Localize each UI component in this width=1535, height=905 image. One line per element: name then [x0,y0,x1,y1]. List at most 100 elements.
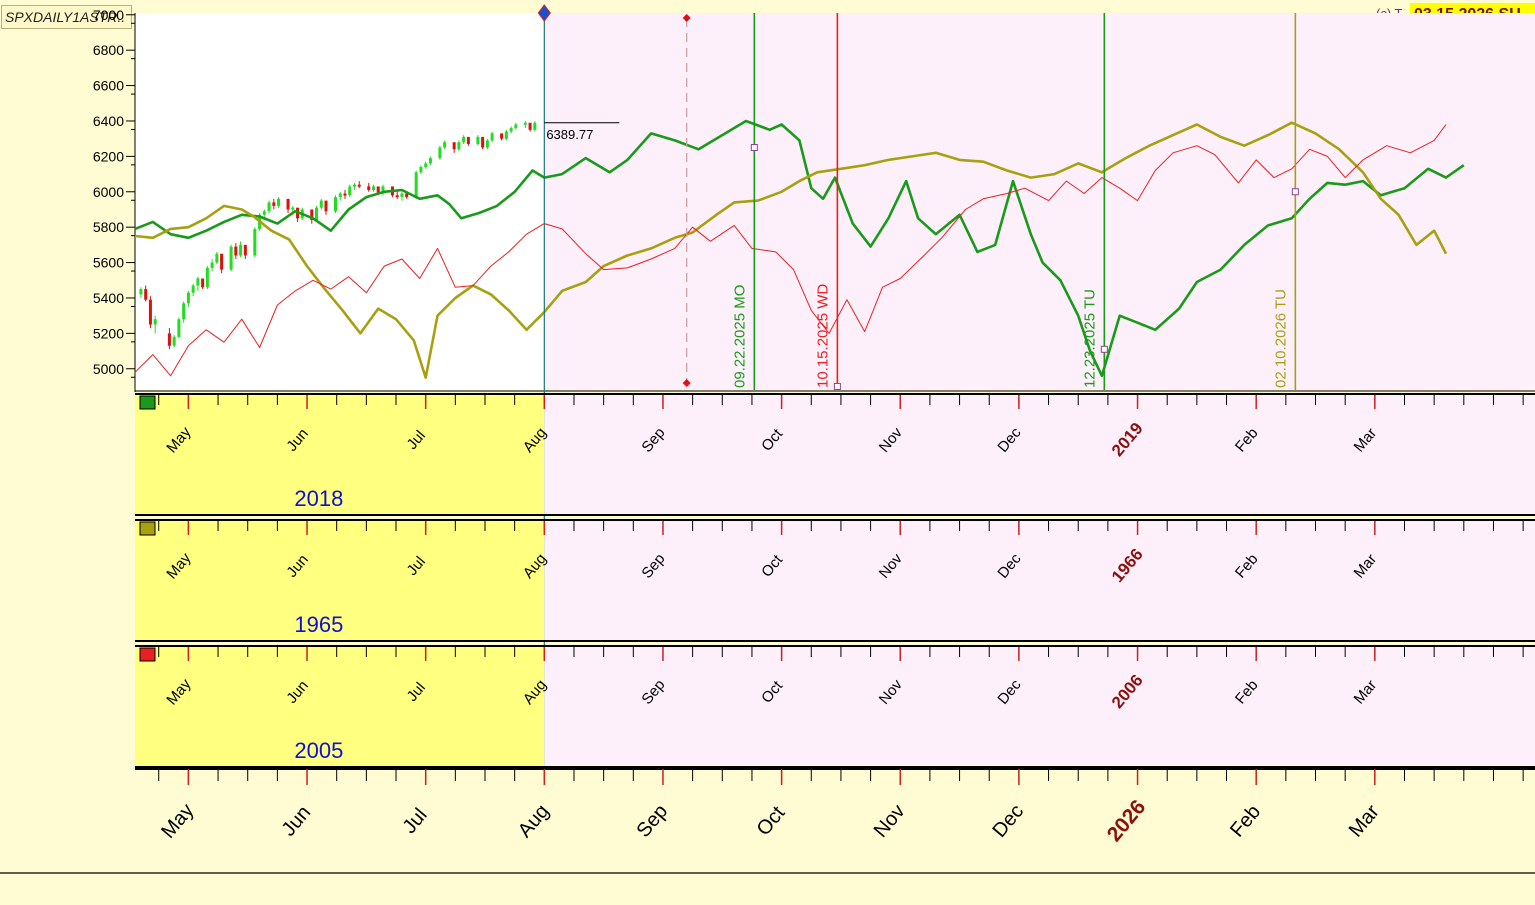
candle-body [310,209,314,221]
price-tick-label: 5400 [93,290,124,306]
series-line-red [134,124,1447,377]
today-marker-icon [537,4,551,22]
bottom-month-label: Oct [753,802,790,840]
price-tick-label: 6800 [93,42,124,58]
candle-body [528,122,532,130]
candle-body [367,186,371,190]
candle-body [148,299,152,325]
price-tick-label: 5600 [93,255,124,271]
bottom-month-label: Sep [633,800,673,841]
bottom-month-label: May [157,800,198,843]
candle-body [523,122,527,125]
candle-body [443,142,447,148]
candle-body [452,142,456,150]
candle-body [371,186,375,190]
candle-body [286,198,290,210]
candle-body [352,184,356,187]
candle-body [514,124,518,129]
event-square-marker [833,382,841,390]
event-square-marker [1100,345,1108,353]
panel-future-band [544,393,1535,516]
panel-color-swatch [139,521,156,536]
series-line-green [134,119,1465,378]
price-tick-label: 5200 [93,325,124,341]
candle-body [509,128,513,132]
candle-body [220,253,224,270]
panel-past-band [135,519,545,642]
candle-body [277,198,281,206]
candle-body [485,140,489,148]
candle-body [357,184,361,187]
candle-body [338,193,342,198]
candle-body [500,133,504,139]
candle-body [324,200,328,212]
candle-body [191,285,195,293]
candle-body [400,193,404,198]
candle-body [215,253,219,263]
candle-body [186,292,190,304]
candle-body [239,244,243,256]
price-tick-label: 6600 [93,78,124,94]
history-background [135,13,545,390]
bottom-month-label: Dec [988,800,1028,841]
last-close-label: 6389.77 [546,127,593,142]
candle-body [253,228,257,256]
bottom-month-label: Jul [398,804,431,838]
candle-body [395,195,399,198]
candle-body [243,244,247,256]
candle-body [291,207,295,210]
event-label: 10.15.2025 WD [814,284,831,388]
candle-body [210,262,214,268]
candle-body [229,246,233,270]
price-tick-label: 5800 [93,219,124,235]
candle-body [315,207,319,221]
price-tick-label: 7000 [93,7,124,23]
candle-body [172,336,176,346]
event-label: 12.23.2025 TU [1081,289,1098,388]
dashed-marker-bottom-icon [682,379,691,387]
candle-body [319,200,323,208]
candle-body [490,133,494,141]
candle-body [182,303,186,320]
panel-color-swatch [139,395,156,410]
candle-body [504,131,508,139]
candle-body [262,211,266,215]
price-tick-label: 6200 [93,148,124,164]
bottom-month-label: Mar [1345,801,1384,842]
candle-body [533,122,537,130]
bottom-month-label: Feb [1226,801,1265,842]
price-tick-label: 6400 [93,113,124,129]
candle-body [414,172,418,198]
candle-body [177,319,181,337]
candle-body [381,186,385,194]
bottom-year-label: 2026 [1103,796,1151,847]
candle-body [267,202,271,212]
forecast-background [544,13,1535,390]
candle-body [405,193,409,198]
candle-body [438,147,442,159]
event-square-marker [750,144,758,152]
candle-body [139,289,143,295]
bottom-month-label: Aug [514,800,554,841]
candle-body [428,158,432,164]
bottom-month-label: Jun [278,802,316,841]
candle-body [462,136,466,143]
bottom-month-label: Nov [870,800,910,841]
candle-body [144,289,148,300]
panel-year-label: 1965 [294,612,343,637]
candle-body [348,186,352,196]
panel-past-band [135,645,545,768]
candle-body [466,136,470,144]
candle-body [481,136,485,148]
candle-body [201,278,205,288]
candle-body [343,193,347,196]
candle-body [167,333,171,346]
series-line-olive [134,121,1448,379]
candle-body [476,136,480,144]
panel-future-band [544,519,1535,642]
candle-body [457,142,461,150]
symbol-label[interactable]: SPXDAILY1ASTR.. [1,5,133,29]
candle-body [196,278,200,286]
candle-body [424,163,428,167]
